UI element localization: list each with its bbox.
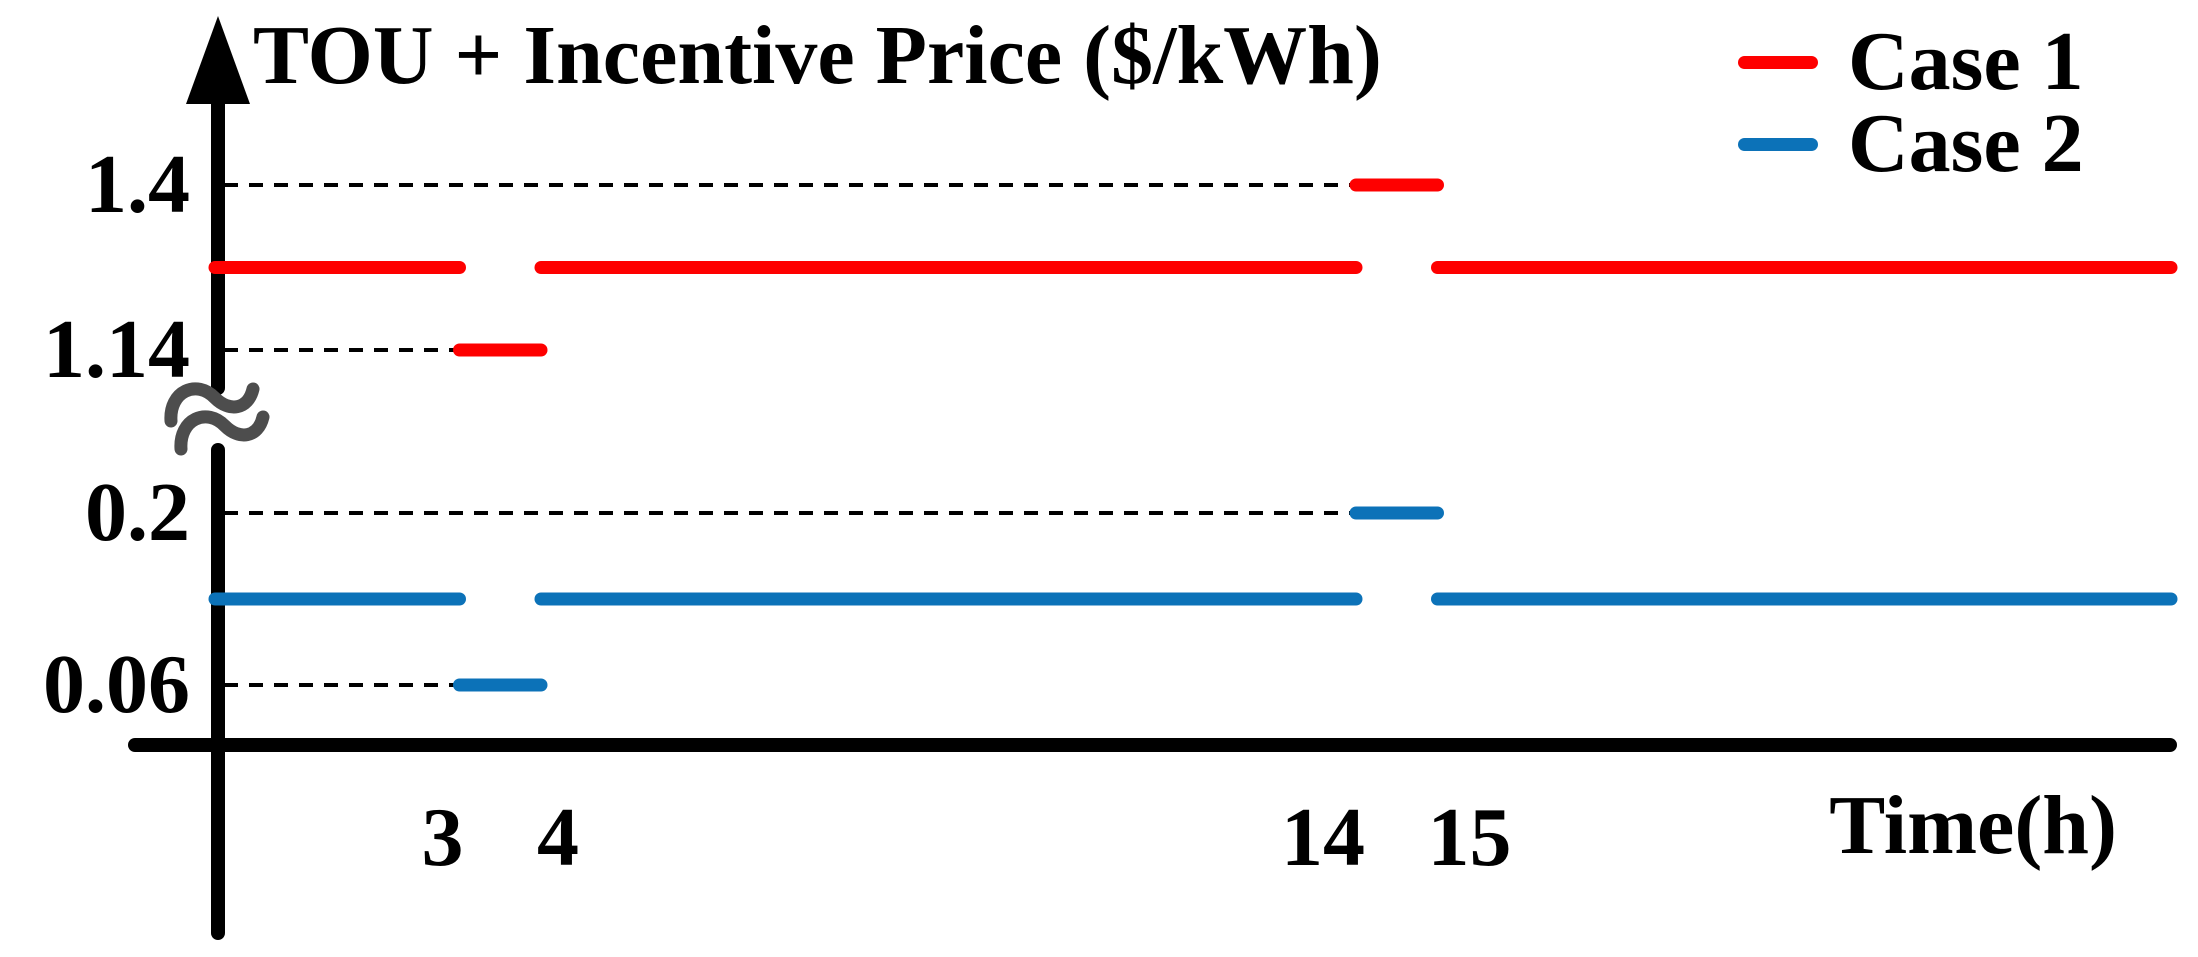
case-2-line-swatch: [1738, 137, 1818, 151]
chart-title: TOU + Incentive Price ($/kWh): [253, 9, 1382, 102]
legend-item-case-2: Case 2: [1738, 97, 2084, 190]
x-tick-label-15: 15: [1427, 791, 1512, 884]
y-tick-label-1.14: 1.14: [43, 303, 190, 396]
legend-label-case-2: Case 2: [1848, 97, 2084, 190]
axis-break-icon: [164, 382, 260, 428]
x-axis-title: Time(h): [1829, 779, 2117, 872]
y-tick-label-1.4: 1.4: [85, 138, 190, 231]
y-axis-arrow-icon: [186, 16, 250, 104]
y-tick-label-0.06: 0.06: [43, 638, 190, 731]
legend-item-case-1: Case 1: [1738, 15, 2084, 108]
y-tick-label-0.2: 0.2: [85, 466, 190, 559]
x-tick-label-4: 4: [537, 791, 579, 884]
case-1-line-swatch: [1738, 55, 1818, 69]
axis-break-icon: [174, 410, 270, 456]
legend-label-case-1: Case 1: [1848, 15, 2084, 108]
x-tick-label-14: 14: [1281, 791, 1365, 884]
legend: Case 1 Case 2: [1738, 15, 2084, 190]
x-tick-label-3: 3: [421, 791, 464, 884]
